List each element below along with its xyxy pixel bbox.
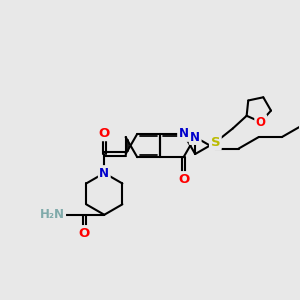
Text: N: N (99, 167, 109, 179)
Text: O: O (178, 173, 189, 186)
Text: N: N (190, 130, 200, 144)
Text: S: S (211, 136, 220, 149)
Text: O: O (79, 226, 90, 240)
Text: H₂N: H₂N (40, 208, 64, 221)
Text: O: O (99, 127, 110, 140)
Text: N: N (178, 128, 189, 140)
Text: O: O (256, 116, 266, 128)
